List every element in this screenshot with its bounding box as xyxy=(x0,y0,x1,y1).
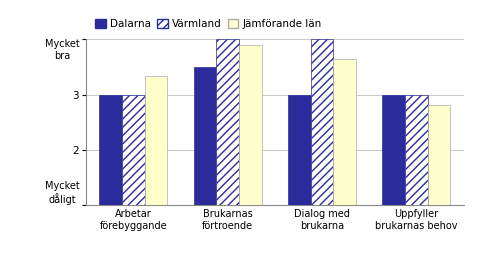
Text: Mycket
bra: Mycket bra xyxy=(45,39,80,61)
Bar xyxy=(217,39,239,205)
Legend: Dalarna, Värmland, Jämförande län: Dalarna, Värmland, Jämförande län xyxy=(91,15,326,33)
Bar xyxy=(99,95,122,205)
Bar xyxy=(405,95,428,205)
Bar xyxy=(288,95,311,205)
Bar xyxy=(239,45,261,205)
Bar xyxy=(122,95,144,205)
Bar xyxy=(194,67,217,205)
Text: Mycket
dåligt: Mycket dåligt xyxy=(45,181,80,205)
Bar xyxy=(144,77,167,205)
Bar xyxy=(382,95,405,205)
Bar xyxy=(311,39,333,205)
Bar xyxy=(333,59,356,205)
Bar xyxy=(428,105,450,205)
